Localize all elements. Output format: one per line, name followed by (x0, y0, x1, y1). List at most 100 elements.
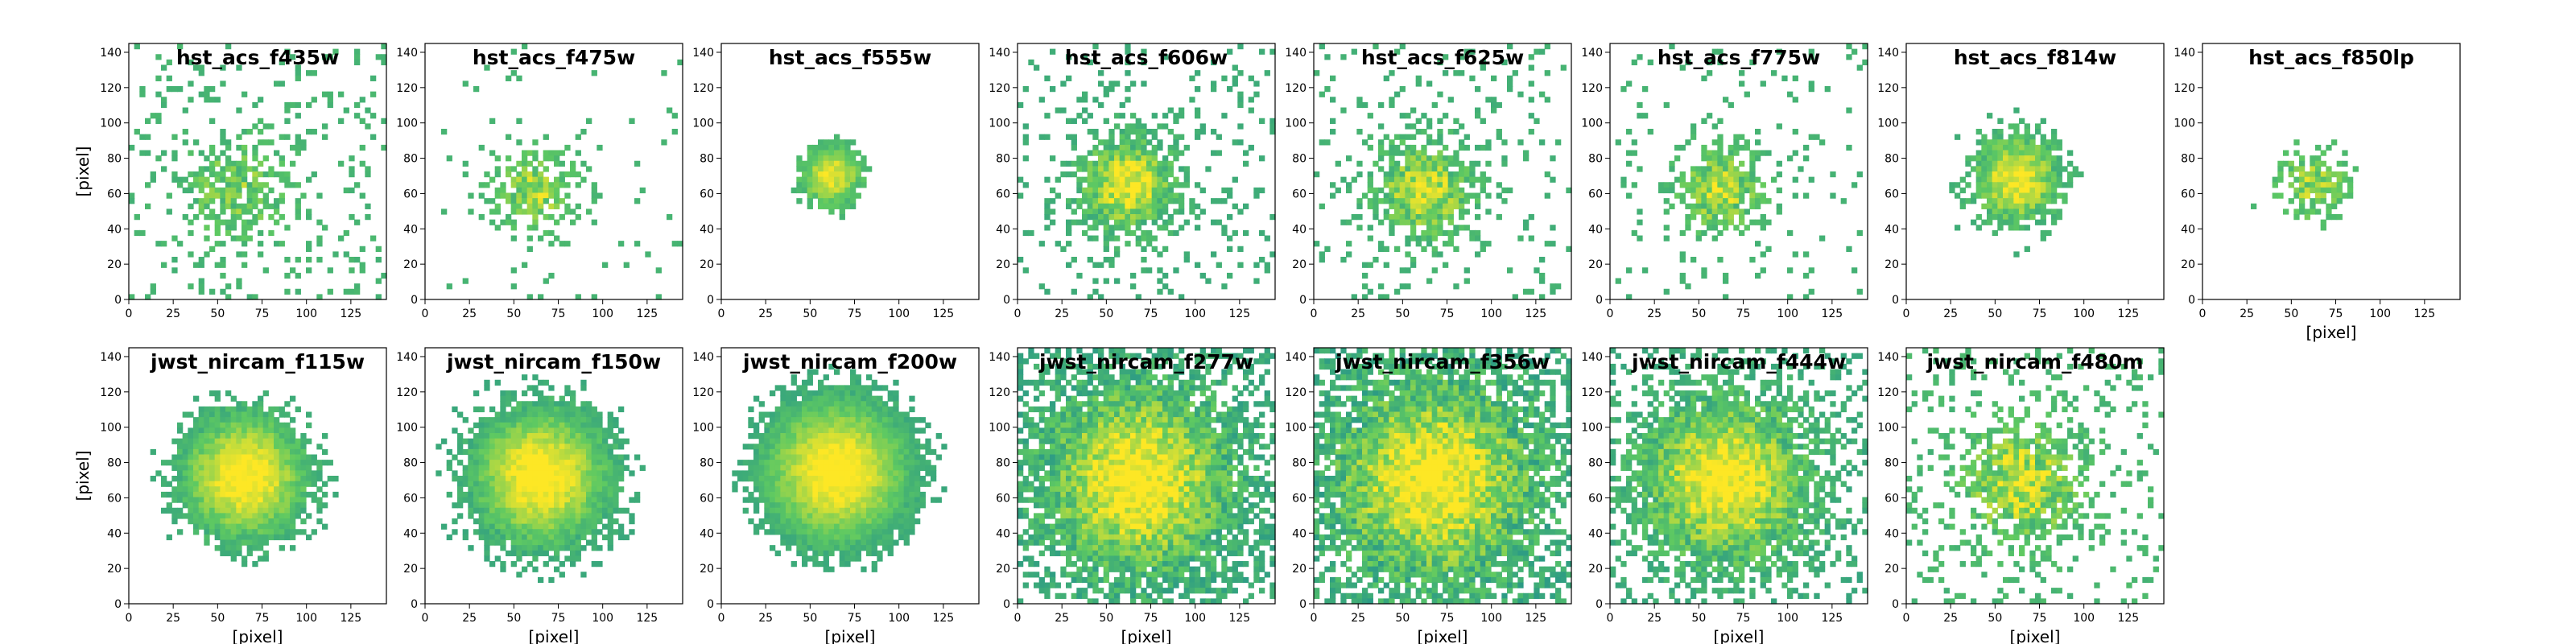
image-pixel (903, 448, 910, 456)
image-pixel (258, 433, 264, 440)
image-pixel (274, 417, 280, 423)
image-pixel (1125, 134, 1131, 140)
image-pixel (188, 491, 194, 498)
image-pixel (538, 203, 544, 209)
image-pixel (1167, 187, 1174, 194)
image-pixel (252, 529, 258, 535)
image-pixel (1135, 123, 1141, 130)
image-pixel (494, 433, 501, 440)
image-pixel (591, 448, 597, 456)
image-pixel (1437, 118, 1443, 124)
image-pixel (489, 491, 496, 498)
image-pixel (506, 486, 512, 493)
image-pixel (300, 507, 307, 514)
image-pixel (500, 476, 506, 482)
image-pixel (580, 502, 587, 509)
image-pixel (564, 539, 571, 546)
image-pixel (290, 160, 296, 167)
image-pixel (327, 267, 333, 274)
image-pixel (220, 507, 226, 514)
image-pixel (236, 411, 242, 418)
image-pixel (925, 438, 931, 444)
image-pixel (522, 470, 528, 477)
image-pixel (1749, 182, 1756, 188)
image-pixel (2035, 176, 2041, 183)
image-pixel (570, 454, 576, 460)
image-pixel (258, 118, 264, 124)
image-pixel (262, 497, 269, 503)
image-pixel (828, 150, 835, 156)
image-pixel (898, 422, 905, 428)
image-pixel (780, 476, 786, 482)
image-pixel (1808, 86, 1814, 93)
image-pixel (516, 192, 522, 199)
image-pixel (1135, 134, 1141, 140)
image-pixel (1098, 101, 1104, 109)
image-pixel (522, 433, 528, 440)
image-pixel (489, 481, 496, 487)
image-pixel (543, 379, 549, 386)
image-pixel (1269, 129, 1276, 135)
image-pixel (1695, 192, 1702, 199)
image-pixel (193, 171, 200, 178)
image-pixel (850, 401, 857, 407)
image-pixel (1421, 229, 1427, 237)
image-pixel (1351, 294, 1357, 300)
image-pixel (1534, 48, 1540, 55)
image-pixel (268, 513, 275, 519)
image-pixel (538, 529, 544, 535)
image-pixel (580, 379, 587, 386)
image-pixel (252, 513, 258, 519)
image-pixel (1437, 150, 1443, 156)
image-pixel (506, 460, 512, 466)
image-pixel (468, 513, 474, 519)
image-pixel (1707, 203, 1713, 209)
image-pixel (1076, 176, 1083, 183)
image-pixel (1146, 166, 1153, 172)
image-pixel (1469, 176, 1476, 183)
image-pixel (262, 555, 269, 562)
image-pixel (1443, 171, 1449, 178)
image-pixel (802, 438, 808, 444)
image-pixel (1183, 171, 1190, 178)
image-pixel (909, 438, 915, 444)
image-pixel (478, 182, 485, 188)
image-pixel (489, 507, 496, 514)
image-pixel (1539, 48, 1546, 55)
image-pixel (1971, 198, 1977, 204)
image-pixel (855, 150, 861, 156)
image-pixel (812, 144, 819, 151)
image-pixel (570, 502, 576, 509)
image-pixel (1975, 166, 1982, 172)
image-pixel (1141, 176, 1147, 183)
image-pixel (1728, 160, 1734, 167)
image-pixel (198, 171, 204, 178)
y-tick-label: 60 (2181, 188, 2195, 200)
image-pixel (262, 513, 269, 519)
image-pixel (1792, 150, 1798, 156)
image-pixel (198, 64, 204, 71)
image-pixel (188, 502, 194, 509)
image-pixel (597, 513, 603, 519)
image-pixel (2299, 192, 2306, 199)
image-pixel (478, 448, 485, 456)
image-pixel (252, 448, 258, 456)
image-pixel (1367, 235, 1373, 242)
image-pixel (1695, 166, 1702, 172)
image-pixel (290, 448, 296, 456)
image-pixel (182, 497, 188, 503)
image-pixel (242, 507, 248, 514)
image-pixel (252, 182, 258, 188)
image-pixel (1362, 192, 1368, 199)
image-pixel (230, 406, 237, 413)
image-pixel (602, 460, 609, 466)
image-pixel (1092, 208, 1099, 215)
image-pixel (554, 401, 560, 407)
image-pixel (543, 491, 549, 498)
x-tick-label: 0 (1903, 308, 1910, 320)
image-pixel (198, 411, 204, 418)
image-pixel (1141, 246, 1147, 252)
image-pixel (893, 427, 899, 434)
image-pixel (1119, 192, 1125, 199)
image-pixel (1383, 75, 1389, 81)
